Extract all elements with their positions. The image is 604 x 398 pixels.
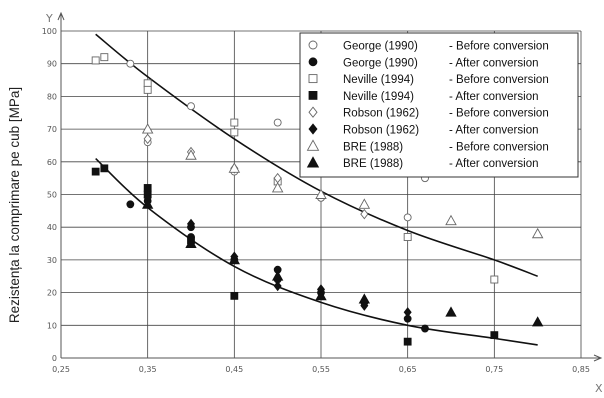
y-axis-label: Rezistența la comprimare pe cub [MPa]: [7, 87, 22, 323]
data-point: [403, 213, 412, 222]
x-tick-label: 0,45: [225, 365, 243, 374]
legend-series-name: Robson (1962): [343, 108, 419, 120]
legend-marker: [306, 156, 320, 168]
legend-marker: [308, 123, 318, 135]
legend-marker: [308, 57, 318, 67]
data-point: [358, 198, 371, 209]
y-tick-label: 10: [47, 321, 57, 330]
data-point: [185, 149, 197, 160]
data-point: [143, 79, 152, 88]
legend-marker: [306, 139, 320, 151]
data-point: [358, 293, 371, 304]
data-point: [228, 254, 241, 265]
legend: George (1990) - Before conversion George (…: [299, 32, 579, 178]
data-point: [531, 316, 544, 327]
legend-series-desc: - Before conversion: [449, 74, 549, 86]
data-point: [315, 188, 327, 199]
data-point: [185, 237, 197, 248]
data-point: [141, 198, 154, 209]
data-point: [187, 102, 195, 111]
y-tick-label: 100: [42, 27, 57, 36]
x-axis-label: X: [595, 382, 603, 395]
legend-marker: [308, 106, 318, 118]
data-point: [186, 218, 196, 230]
legend-series-desc: - After conversion: [449, 91, 538, 103]
x-tick-label: 0,35: [139, 365, 157, 374]
data-point: [91, 167, 100, 176]
data-point: [91, 56, 100, 65]
data-point: [100, 53, 109, 62]
data-point: [271, 270, 284, 281]
legend-box: [299, 32, 579, 178]
x-tick-label: 0,65: [399, 365, 417, 374]
data-point: [315, 290, 327, 301]
data-point: [228, 162, 241, 173]
data-point: [531, 227, 544, 239]
before-conversion-trend: [95, 33, 538, 277]
y-axis-letter: Y: [45, 12, 53, 25]
data-point: [143, 133, 152, 145]
x-tick-label: 0,55: [312, 365, 330, 374]
data-points: [91, 53, 544, 346]
y-tick-label: 60: [47, 158, 57, 167]
data-point: [230, 291, 239, 300]
data-point: [490, 275, 499, 284]
data-point: [445, 214, 457, 226]
data-point: [421, 324, 429, 333]
data-point: [126, 200, 135, 209]
data-point: [403, 337, 412, 346]
legend-series-desc: - After conversion: [449, 158, 538, 170]
data-point: [403, 233, 412, 241]
legend-series-name: Neville (1994): [343, 91, 414, 103]
legend-series-desc: - Before conversion: [449, 141, 549, 153]
data-point: [141, 123, 154, 134]
y-tick-label: 30: [47, 256, 57, 265]
y-tick-label: 90: [47, 60, 57, 69]
data-point: [271, 182, 284, 193]
legend-series-desc: - After conversion: [449, 125, 538, 137]
x-tick-label: 0,75: [485, 365, 503, 374]
legend-series-name: George (1990): [343, 41, 418, 53]
data-point: [230, 118, 239, 127]
legend-series-name: George (1990): [343, 57, 418, 69]
legend-marker: [308, 40, 318, 50]
data-point: [100, 164, 109, 173]
y-axis-arrow: [57, 11, 65, 21]
data-point: [490, 331, 499, 340]
data-point: [445, 306, 457, 317]
y-tick-labels: 0 10 20 30 40 50 60 70 80 90 100: [42, 27, 57, 363]
data-point: [143, 85, 152, 94]
y-tick-label: 20: [47, 289, 57, 298]
y-tick-label: 70: [47, 125, 57, 134]
data-point: [143, 184, 152, 192]
data-point: [126, 59, 135, 68]
data-point: [273, 280, 282, 292]
legend-series-name: BRE (1988): [343, 141, 403, 153]
y-tick-label: 0: [52, 354, 57, 363]
x-tick-label: 0,85: [572, 365, 590, 374]
legend-marker: [308, 74, 318, 84]
x-axis-arrow: [593, 354, 603, 362]
data-point: [273, 118, 282, 127]
x-tick-labels: 0,25 0,35 0,45 0,55 0,65 0,75 0,85: [52, 365, 590, 374]
legend-series-name: Neville (1994): [343, 74, 414, 86]
data-point: [360, 208, 369, 220]
data-point: [403, 307, 412, 318]
legend-series-desc: - After conversion: [449, 57, 538, 69]
y-tick-label: 40: [47, 223, 57, 232]
legend-marker: [308, 91, 318, 100]
data-point: [230, 128, 239, 137]
legend-series-name: Robson (1962): [343, 125, 419, 137]
legend-series-desc: - Before conversion: [449, 41, 549, 53]
legend-series-desc: - Before conversion: [449, 108, 549, 120]
x-tick-label: 0,25: [52, 365, 70, 374]
y-tick-label: 50: [47, 191, 57, 200]
axes: [57, 11, 603, 362]
legend-series-name: BRE (1988): [343, 158, 403, 170]
y-tick-label: 80: [47, 92, 57, 101]
